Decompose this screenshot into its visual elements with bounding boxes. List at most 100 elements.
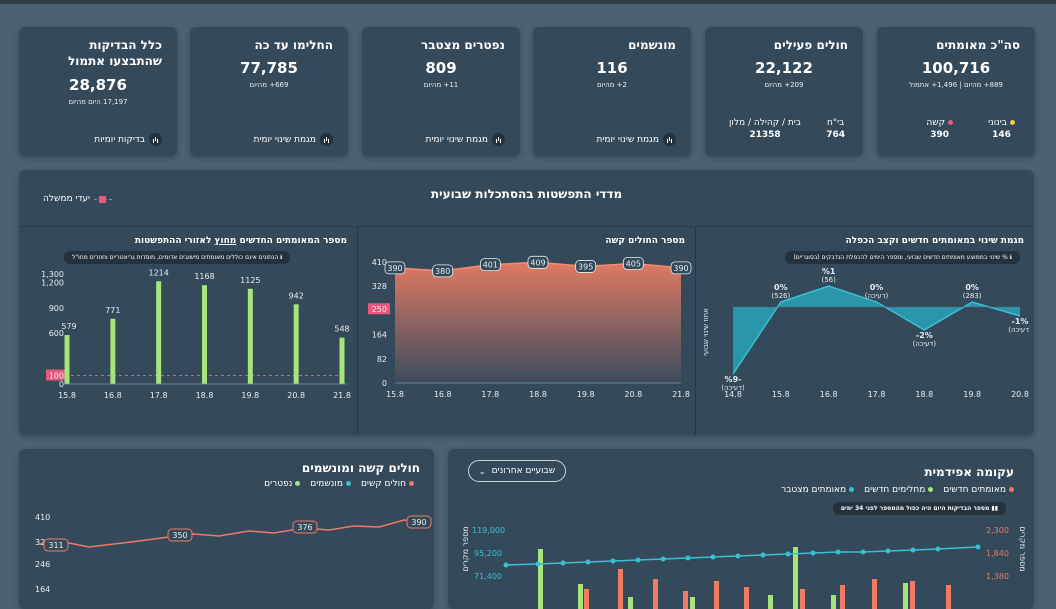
x-tick: 15.8 — [772, 390, 790, 399]
epi-bar — [578, 584, 583, 609]
epi-bar — [618, 569, 623, 609]
split-severe: קשה 390 — [926, 118, 953, 140]
y-tick: 0 — [59, 380, 64, 389]
trend-area — [733, 286, 1020, 374]
x-tick: 19.8 — [577, 390, 595, 399]
trend-chart-note: ℹ % שינוי בממוצע מאומתים חדשים שבועי, ומ… — [785, 251, 1020, 264]
point-label: 395 — [578, 262, 593, 271]
severe-ventilated-legend: חולים קשים מונשמים נפטרים — [264, 479, 414, 489]
point-sublabel: (526) — [771, 292, 790, 300]
epidemic-curve-legend: מאומתים חדשים מחלימים חדשים מאומתים מצטב… — [781, 485, 1014, 495]
x-tick: 20.8 — [287, 391, 305, 400]
epi-bar — [910, 581, 915, 609]
card-title: סה"כ מאומתים — [936, 38, 1020, 52]
x-tick: 16.8 — [104, 391, 122, 400]
y-tick: 82 — [377, 355, 387, 364]
dot-icon — [849, 487, 855, 492]
point-label: 409 — [530, 258, 545, 267]
trend-button[interactable]: מגמת שינוי יומית — [425, 133, 505, 146]
y-axis-label: אחוז שינוי שבועי — [702, 308, 710, 356]
cumulative-dot — [685, 555, 691, 561]
y-axis-label-right: מספר מקרים — [1018, 526, 1027, 571]
point-label-box — [479, 258, 501, 272]
card-value: 100,716 — [921, 59, 991, 77]
y-tick: 1,300 — [41, 270, 64, 279]
card-title: נפטרים מצטבר — [421, 38, 505, 52]
y-tick: 328 — [372, 282, 387, 291]
dot-icon — [1009, 487, 1014, 492]
trend-button[interactable]: מגמת שינוי יומית — [596, 133, 676, 146]
cumulative-dot — [885, 548, 891, 554]
point-sublabel: (283) — [963, 292, 982, 300]
x-tick: 21.8 — [333, 391, 351, 400]
epi-bar — [946, 585, 951, 609]
trend-button[interactable]: מגמת שינוי יומית — [253, 133, 333, 146]
card-value: 22,122 — [755, 59, 813, 77]
newcases-chart-title: מספר המאומתים החדשים מחוץ לאזורי ההתפשטו… — [134, 236, 347, 246]
epi-bar — [584, 589, 589, 609]
cumulative-dot — [810, 550, 816, 556]
cumulative-dot — [710, 554, 716, 560]
card-active-patients: חולים פעילים 22,122 209+ מהיום בית / קהי… — [705, 27, 863, 156]
x-tick: 21.8 — [672, 390, 690, 399]
period-dropdown[interactable]: שבועיים אחרונים ⌄ — [468, 460, 566, 482]
y-tick-left: 119,000 — [472, 526, 505, 535]
info-icon: ℹ — [1007, 254, 1012, 261]
y-tick: 1,200 — [41, 278, 64, 287]
trend-line — [732, 285, 1021, 375]
card-total-confirmed: סה"כ מאומתים 100,716 889+ מהיום | 1,496+… — [877, 27, 1035, 156]
bar-label: 942 — [289, 291, 304, 300]
card-value: 77,785 — [240, 59, 298, 77]
cumulative-dot — [503, 562, 509, 568]
cumulative-dot — [635, 557, 641, 563]
epidemic-curve-title: עקומה אפידמית — [924, 465, 1014, 479]
cumulative-dot — [835, 549, 841, 555]
trend-button[interactable]: בדיקות יומיות — [94, 133, 162, 146]
point-label: 390 — [673, 264, 688, 273]
x-tick: 15.8 — [386, 390, 404, 399]
point-label: %1 — [822, 267, 836, 276]
bar-label: 1168 — [194, 272, 214, 281]
cumulative-dot — [860, 549, 866, 555]
x-tick: 20.8 — [624, 390, 642, 399]
epi-bar — [538, 549, 543, 609]
y-tick-left: 71,400 — [474, 572, 502, 581]
epi-bar — [840, 585, 845, 609]
point-label: 0% — [965, 283, 979, 292]
bar — [110, 318, 116, 384]
trend-chart: אחוז שינוי שבועי%9-(דעיכה)14.80%(526)15.… — [702, 267, 1030, 399]
bar-label: 1214 — [148, 268, 168, 277]
epi-bar — [872, 579, 877, 609]
point-label: -2% — [916, 331, 933, 340]
severe-area — [395, 262, 681, 383]
y-tick: 0 — [382, 379, 387, 388]
split-medium: בינוני 146 — [988, 118, 1015, 140]
point-label-box — [432, 264, 454, 278]
cumulative-dot — [660, 556, 666, 562]
point-sublabel: (דעיכה) — [1008, 326, 1030, 334]
epi-bar — [653, 579, 658, 609]
cumulative-dot — [935, 546, 941, 552]
point-label-box — [622, 257, 644, 270]
point-sublabel: (דעיכה) — [721, 384, 745, 392]
x-tick: 15.8 — [58, 391, 76, 400]
cumulative-dot — [785, 551, 791, 557]
point-label: 311 — [48, 541, 63, 550]
bar-chart-icon — [492, 133, 505, 146]
cumulative-dot — [560, 560, 566, 566]
y-tick: 250 — [372, 305, 387, 314]
point-label: 390 — [387, 264, 402, 273]
severe-ventilated-chart: 410 328 246 164 311 350 376 390 — [35, 513, 432, 594]
weekly-title: מדדי התפשטות בהסתכלות שבועית — [430, 187, 623, 201]
cumulative-dot — [610, 558, 616, 564]
point-label-box — [575, 260, 597, 273]
bar-label: 548 — [334, 325, 349, 334]
government-target-legend: יעדי ממשלה — [43, 194, 113, 204]
y-tick: 410 — [372, 258, 387, 267]
card-title: מונשמים — [628, 38, 676, 52]
card-value: 809 — [425, 59, 457, 77]
bar-chart-icon — [149, 133, 162, 146]
chevron-down-icon: ⌄ — [478, 466, 486, 476]
card-sub: 209+ מהיום — [764, 81, 804, 89]
y-tick-right: 1,840 — [986, 549, 1009, 558]
